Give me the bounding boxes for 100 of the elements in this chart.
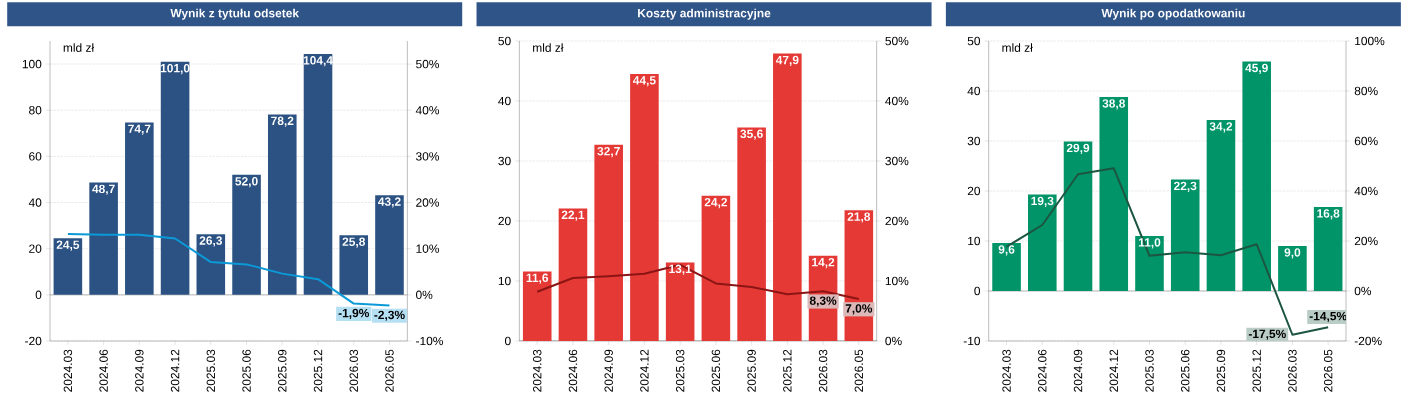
y2-tick-label: 40%	[1354, 186, 1378, 196]
y2-tick-label: 40%	[415, 106, 440, 115]
chart-title: Wynik z tytułu odsetek	[170, 8, 300, 20]
y2-tick-label: 10%	[416, 244, 440, 253]
x-tick-label: 2026.03	[818, 349, 828, 392]
x-tick-label: 2025.12	[313, 349, 323, 392]
y-tick-label: 80	[29, 106, 42, 115]
y-tick-label: 20	[29, 244, 42, 253]
data-label: 9,0	[1284, 248, 1301, 259]
y2-tick-label: 50%	[416, 59, 440, 69]
y-tick-label: -20	[25, 336, 42, 346]
data-label: 21,8	[847, 212, 871, 223]
bar	[1278, 246, 1307, 291]
x-tick-label: 2026.03	[349, 349, 358, 392]
y-tick-label: 60	[29, 152, 42, 161]
bar	[375, 195, 404, 295]
data-label: 32,7	[597, 146, 620, 158]
y-tick-label: 40	[967, 86, 981, 96]
data-label: 9,6	[998, 245, 1015, 256]
x-tick-label: 2025.12	[1252, 349, 1261, 392]
data-label: 24,5	[56, 240, 80, 251]
bar	[1170, 179, 1200, 291]
y-tick-label: 40	[28, 198, 42, 207]
x-tick-label: 2025.12	[783, 349, 792, 392]
data-label: 14,2	[812, 257, 835, 269]
x-tick-label: 2024.06	[568, 349, 578, 392]
bar	[773, 53, 802, 341]
y-tick-label: 100	[22, 59, 42, 69]
y2-tick-label: -10%	[416, 336, 444, 346]
y-tick-label: 10	[968, 236, 981, 246]
data-label: 74,7	[128, 124, 151, 135]
bar	[303, 53, 333, 295]
data-label: 48,7	[92, 184, 115, 195]
data-label: -17,5%	[1248, 329, 1286, 340]
bar	[522, 271, 552, 341]
bar	[1206, 120, 1236, 291]
y-tick-label: 0	[504, 336, 511, 346]
x-tick-label: 2024.09	[135, 349, 144, 392]
y2-tick-label: 20%	[1354, 236, 1378, 246]
y-axis-title: mld zł	[63, 43, 95, 52]
bar	[89, 182, 118, 295]
data-label: 43,2	[378, 197, 401, 208]
x-tick-label: 2024.06	[99, 349, 108, 392]
y2-tick-label: 0%	[885, 336, 902, 346]
data-label: 11,0	[1138, 238, 1161, 249]
x-tick-label: 2024.12	[170, 349, 180, 392]
data-label: 22,1	[561, 210, 585, 221]
bar	[630, 74, 659, 341]
data-label: 29,9	[1066, 143, 1090, 154]
bar	[1099, 97, 1129, 291]
data-label: 45,9	[1245, 63, 1268, 74]
chart-title: Wynik po opodatkowaniu	[1101, 8, 1245, 20]
bar	[701, 195, 731, 341]
x-tick-label: 2025.06	[242, 349, 251, 392]
y2-tick-label: 100%	[1355, 36, 1385, 46]
data-label: 19,3	[1031, 196, 1054, 207]
y2-tick-label: 50%	[885, 36, 909, 46]
bar	[737, 127, 766, 341]
y-tick-label: 50	[967, 36, 981, 46]
data-label: 25,8	[342, 237, 366, 248]
y-tick-label: 0	[974, 286, 981, 296]
x-tick-label: 2025.03	[675, 349, 685, 392]
y2-tick-label: 40%	[885, 96, 909, 106]
data-label: 26,3	[199, 236, 223, 247]
x-tick-label: 2024.09	[604, 349, 613, 392]
bar	[339, 235, 369, 295]
data-label: 7,0%	[845, 304, 873, 315]
y-tick-label: -10	[963, 336, 981, 346]
bar	[267, 114, 297, 295]
y-axis-title: mld zł	[533, 43, 564, 52]
y2-tick-label: 30%	[415, 152, 440, 161]
y2-tick-label: 0%	[416, 290, 433, 300]
chart-title: Koszty administracyjne	[638, 8, 771, 20]
x-tick-label: 2024.09	[1073, 349, 1083, 392]
data-label: 22,3	[1174, 181, 1197, 192]
bar	[160, 61, 190, 295]
data-label: 47,9	[775, 55, 799, 66]
bar	[1027, 194, 1057, 291]
y2-tick-label: 10%	[885, 276, 909, 286]
bar	[594, 144, 623, 341]
x-tick-label: 2025.03	[1145, 349, 1154, 392]
data-label: 24,2	[704, 197, 728, 209]
data-label: 52,0	[235, 177, 258, 188]
bar	[992, 243, 1021, 291]
data-label: 78,2	[271, 116, 294, 127]
data-label: -1,9%	[338, 308, 370, 319]
x-tick-label: 2024.03	[1002, 349, 1011, 392]
data-label: 38,8	[1102, 99, 1126, 110]
data-label: -2,3%	[374, 310, 405, 321]
data-label: 35,6	[740, 129, 763, 140]
x-tick-label: 2025.06	[711, 349, 721, 392]
y2-tick-label: 0%	[1354, 286, 1372, 296]
bar	[53, 238, 83, 295]
x-tick-label: 2025.09	[747, 349, 756, 392]
data-label: -14,5%	[1309, 311, 1347, 323]
bar	[1063, 141, 1093, 291]
bar	[558, 208, 588, 341]
x-tick-label: 2026.05	[1323, 349, 1333, 392]
x-tick-label: 2024.06	[1038, 349, 1047, 392]
data-label: 34,2	[1209, 122, 1233, 133]
